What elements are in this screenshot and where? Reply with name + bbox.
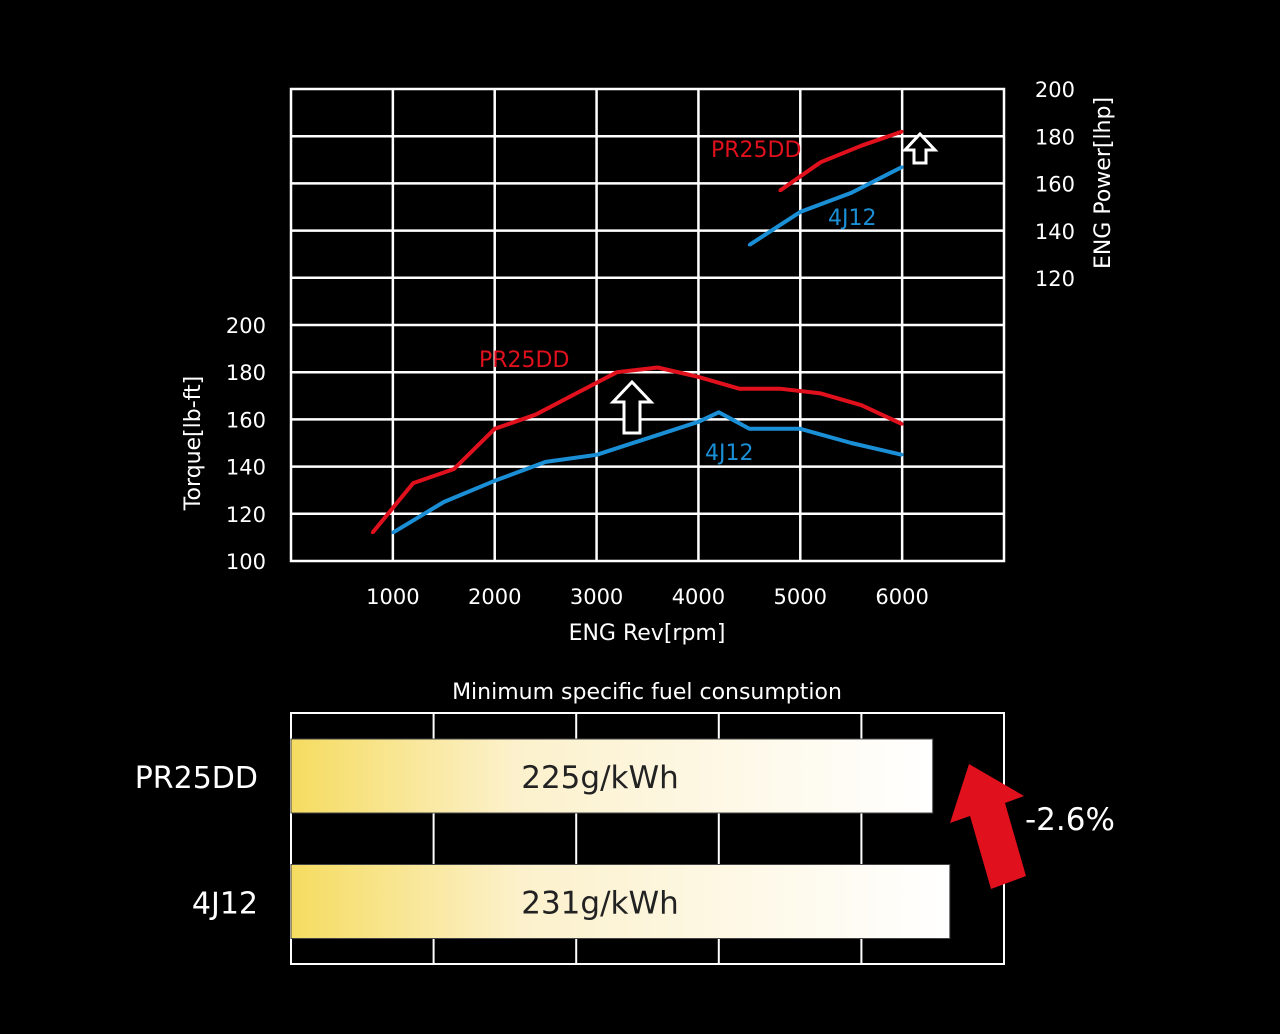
bar-value-label: 225g/kWh: [521, 760, 679, 796]
torque-point-4j12: [696, 420, 700, 424]
power-point-pr25dd: [819, 160, 823, 164]
torque-increase-arrow-icon: [609, 379, 655, 435]
x-tick-label: 3000: [570, 585, 623, 609]
torque-tick-label: 100: [226, 550, 266, 574]
torque-point-4j12: [747, 427, 751, 431]
torque-point-pr25dd: [696, 375, 700, 379]
line-chart-ticks: 1000 2000 3000 4000 5000 6000 100 120 140 160 180 2…: [226, 78, 1075, 609]
x-tick-label: 2000: [468, 585, 521, 609]
torque-point-pr25dd: [778, 387, 782, 391]
torque-point-pr25dd: [737, 387, 741, 391]
torque-point-4j12: [646, 436, 649, 440]
torque-point-pr25dd: [493, 427, 497, 431]
torque-line-4j12: [391, 410, 903, 535]
line-chart-series: [370, 129, 904, 535]
torque-point-4j12: [717, 410, 721, 414]
red-up-arrow-icon: [950, 764, 1026, 889]
power-point-pr25dd: [900, 130, 904, 134]
torque-point-4j12: [849, 441, 853, 445]
power-point-4j12: [849, 191, 853, 195]
bar-category-label: PR25DD: [135, 761, 258, 796]
torque-point-pr25dd: [370, 531, 374, 535]
torque-point-pr25dd: [819, 391, 823, 395]
x-tick-label: 6000: [875, 585, 928, 609]
torque-point-pr25dd: [411, 481, 415, 485]
x-tick-label: 4000: [672, 585, 725, 609]
torque-power-chart: 1000 2000 3000 4000 5000 6000 100 120 140 160 180 2…: [181, 78, 1116, 646]
torque-line-pr25dd: [370, 365, 903, 534]
torque-point-4j12: [391, 531, 395, 535]
power-tick-label: 200: [1035, 78, 1075, 102]
power-point-4j12: [747, 243, 751, 247]
torque-point-pr25dd: [900, 422, 904, 426]
torque-point-4j12: [442, 500, 446, 504]
x-axis-label: ENG Rev[rpm]: [569, 621, 726, 646]
torque-point-4j12: [900, 453, 904, 457]
reduction-annotation: -2.6%: [1025, 802, 1115, 838]
torque-point-pr25dd: [859, 403, 863, 407]
series-label-pr25dd-torque: PR25DD: [479, 348, 569, 373]
series-label-4j12-torque: 4J12: [705, 441, 753, 466]
torque-point-pr25dd: [574, 391, 578, 395]
torque-point-4j12: [595, 453, 599, 457]
torque-tick-label: 180: [226, 361, 266, 385]
torque-point-pr25dd: [615, 370, 619, 374]
power-axis-label: ENG Power[lhp]: [1091, 97, 1116, 269]
power-tick-label: 120: [1035, 267, 1075, 291]
power-tick-label: 160: [1035, 173, 1075, 197]
bar-category-label: 4J12: [192, 887, 258, 922]
torque-tick-label: 160: [226, 408, 266, 432]
power-point-pr25dd: [859, 144, 863, 148]
power-point-pr25dd: [778, 189, 782, 193]
power-tick-label: 180: [1035, 125, 1075, 149]
torque-tick-label: 200: [226, 314, 266, 338]
torque-point-4j12: [493, 479, 497, 483]
torque-point-pr25dd: [656, 365, 660, 369]
line-chart-grid: [289, 87, 1006, 563]
fuel-consumption-chart: Minimum specific fuel consumption 225g/k…: [135, 680, 1115, 965]
x-tick-label: 5000: [774, 585, 827, 609]
series-label-4j12-power: 4J12: [828, 206, 876, 231]
torque-axis-label: Torque[lb-ft]: [181, 376, 206, 511]
power-increase-arrow-icon: [901, 131, 939, 165]
power-point-4j12: [900, 165, 904, 169]
power-line-4j12: [748, 165, 904, 247]
x-tick-label: 1000: [366, 585, 419, 609]
torque-tick-label: 140: [226, 456, 266, 480]
bar-pr25dd: [290, 738, 934, 814]
bar-value-label: 231g/kWh: [521, 886, 679, 922]
torque-point-4j12: [798, 427, 802, 431]
line-chart-point-layer: [370, 130, 904, 535]
torque-point-4j12: [544, 460, 548, 464]
series-label-pr25dd-power: PR25DD: [711, 138, 801, 163]
torque-point-pr25dd: [452, 467, 456, 471]
torque-tick-label: 120: [226, 503, 266, 527]
bar-4j12: [290, 864, 951, 939]
torque-point-pr25dd: [533, 413, 537, 417]
bar-chart-title: Minimum specific fuel consumption: [452, 680, 842, 705]
power-line-pr25dd: [778, 129, 903, 193]
power-point-4j12: [798, 210, 802, 214]
power-tick-label: 140: [1035, 220, 1075, 244]
bar-chart-bars: 225g/kWh PR25DD 231g/kWh 4J12: [135, 738, 951, 939]
